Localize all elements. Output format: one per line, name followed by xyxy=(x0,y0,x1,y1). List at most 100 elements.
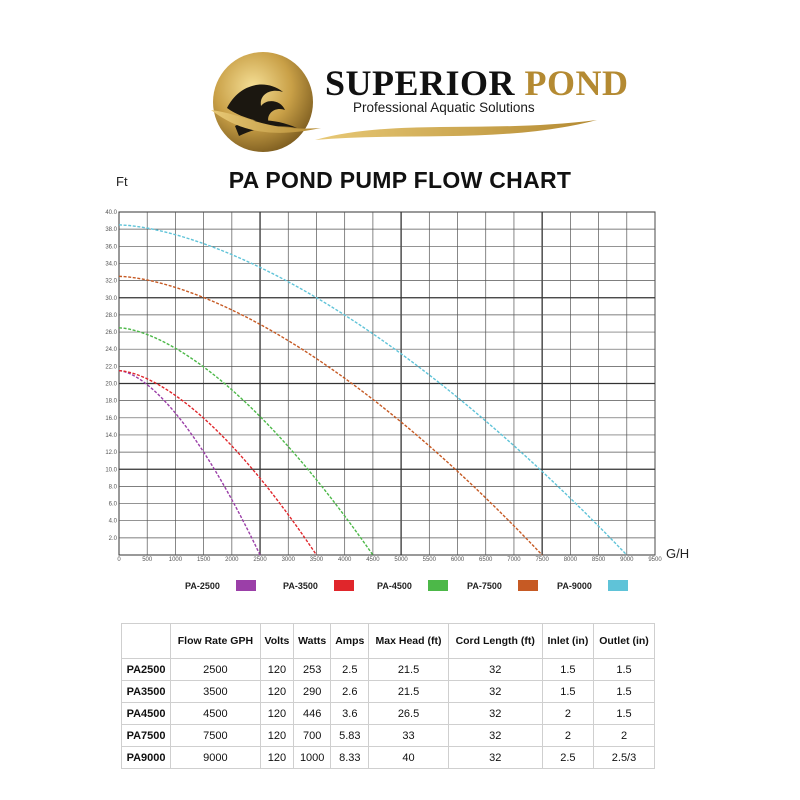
x-tick-label: 8000 xyxy=(564,557,578,563)
table-cell: 120 xyxy=(259,746,295,769)
column-header: Volts xyxy=(259,623,295,659)
x-tick-label: 0 xyxy=(117,557,121,563)
x-axis-label: G/H xyxy=(666,546,689,561)
x-tick-label: 9500 xyxy=(648,557,662,563)
legend-label: PA-9000 xyxy=(557,581,592,591)
y-tick-label: 8.0 xyxy=(109,484,118,490)
table-cell: 21.5 xyxy=(368,680,449,703)
legend-swatch xyxy=(608,580,628,591)
table-cell: 120 xyxy=(259,680,295,703)
y-tick-label: 16.0 xyxy=(105,416,117,422)
x-tick-label: 8500 xyxy=(592,557,606,563)
legend-swatch xyxy=(518,580,538,591)
x-tick-label: 2500 xyxy=(253,557,267,563)
y-tick-label: 2.0 xyxy=(109,536,118,542)
table-cell: 1000 xyxy=(293,746,332,769)
table-cell: 32 xyxy=(447,724,543,747)
table-cell: 8.33 xyxy=(330,746,370,769)
brand-name-part1: SUPERIOR xyxy=(325,63,516,103)
y-tick-label: 22.0 xyxy=(105,364,117,370)
series-line-pa-4500 xyxy=(118,327,374,556)
table-cell: 1.5 xyxy=(593,680,655,703)
y-tick-label: 12.0 xyxy=(105,450,117,456)
x-tick-label: 6500 xyxy=(479,557,493,563)
y-tick-label: 10.0 xyxy=(105,467,117,473)
table-cell: 120 xyxy=(259,702,295,725)
y-tick-label: 6.0 xyxy=(109,502,118,508)
table-cell: 32 xyxy=(447,702,543,725)
table-row: PA7500 7500 120 700 5.83 33 32 2 2 xyxy=(120,724,655,747)
x-tick-label: 5000 xyxy=(394,557,408,563)
column-header: Outlet (in) xyxy=(593,623,655,659)
y-tick-label: 34.0 xyxy=(105,261,117,267)
y-tick-label: 28.0 xyxy=(105,313,117,319)
brand-tagline: Professional Aquatic Solutions xyxy=(353,100,535,115)
y-axis-label: Ft xyxy=(116,174,128,189)
table-header-row: Flow Rate GPH Volts Watts Amps Max Head (ft)… xyxy=(120,623,655,659)
table-cell: 21.5 xyxy=(368,658,449,681)
x-tick-label: 7500 xyxy=(535,557,549,563)
table-cell: 2 xyxy=(541,702,595,725)
series-line-pa-7500 xyxy=(118,275,543,556)
table-cell: 2.5/3 xyxy=(593,746,655,769)
column-header xyxy=(120,623,172,659)
x-tick-label: 4500 xyxy=(366,557,380,563)
table-cell: 2.6 xyxy=(330,680,370,703)
column-header: Cord Length (ft) xyxy=(447,623,543,659)
table-cell: 120 xyxy=(259,658,295,681)
table-row: PA9000 9000 120 1000 8.33 40 32 2.5 2.5/3 xyxy=(120,746,655,769)
column-header: Flow Rate GPH xyxy=(170,623,261,659)
table-cell: 2 xyxy=(593,724,655,747)
legend-label: PA-4500 xyxy=(377,581,412,591)
x-tick-label: 500 xyxy=(142,557,153,563)
table-cell: 1.5 xyxy=(541,680,595,703)
x-tick-label: 1000 xyxy=(169,557,183,563)
table-cell: 700 xyxy=(293,724,332,747)
model-cell: PA3500 xyxy=(120,680,172,703)
table-cell: 290 xyxy=(293,680,332,703)
model-cell: PA2500 xyxy=(120,658,172,681)
column-header: Inlet (in) xyxy=(541,623,595,659)
table-cell: 9000 xyxy=(170,746,261,769)
model-cell: PA7500 xyxy=(120,724,172,747)
table-cell: 32 xyxy=(447,658,543,681)
y-tick-label: 24.0 xyxy=(105,347,117,353)
table-cell: 26.5 xyxy=(368,702,449,725)
brand-name: SUPERIOR POND xyxy=(325,62,629,104)
y-tick-label: 30.0 xyxy=(105,296,117,302)
x-tick-label: 3000 xyxy=(282,557,296,563)
y-tick-label: 4.0 xyxy=(109,519,118,525)
wave-emblem-icon xyxy=(211,52,597,152)
y-tick-label: 20.0 xyxy=(105,382,117,388)
y-tick-label: 18.0 xyxy=(105,399,117,405)
x-tick-label: 5500 xyxy=(423,557,437,563)
table-cell: 2 xyxy=(541,724,595,747)
brand-name-part2: POND xyxy=(524,63,629,103)
y-tick-label: 40.0 xyxy=(105,210,117,216)
table-cell: 3.6 xyxy=(330,702,370,725)
table-cell: 120 xyxy=(259,724,295,747)
table-cell: 32 xyxy=(447,680,543,703)
legend-swatch xyxy=(334,580,354,591)
table-cell: 32 xyxy=(447,746,543,769)
y-tick-label: 26.0 xyxy=(105,330,117,336)
legend-swatch xyxy=(428,580,448,591)
table-cell: 40 xyxy=(368,746,449,769)
column-header: Watts xyxy=(293,623,332,659)
flow-chart: 0 500 1000 1500 2000 2500 3000 3500 4000 4500 5000… xyxy=(105,174,689,591)
table-cell: 2500 xyxy=(170,658,261,681)
specs-table: Flow Rate GPH Volts Watts Amps Max Head (ft)… xyxy=(120,623,655,769)
series-line-pa-9000 xyxy=(118,224,628,556)
table-cell: 3500 xyxy=(170,680,261,703)
table-row: PA3500 3500 120 290 2.6 21.5 32 1.5 1.5 xyxy=(120,680,655,703)
table-cell: 446 xyxy=(293,702,332,725)
table-cell: 253 xyxy=(293,658,332,681)
y-tick-label: 14.0 xyxy=(105,433,117,439)
x-tick-label: 6000 xyxy=(451,557,465,563)
brand-logo: SUPERIOR POND Professional Aquatic Solut… xyxy=(205,48,628,166)
column-header: Amps xyxy=(330,623,370,659)
table-row: PA2500 2500 120 253 2.5 21.5 32 1.5 1.5 xyxy=(120,658,655,681)
x-tick-label: 1500 xyxy=(197,557,211,563)
y-tick-label: 38.0 xyxy=(105,227,117,233)
table-cell: 5.83 xyxy=(330,724,370,747)
